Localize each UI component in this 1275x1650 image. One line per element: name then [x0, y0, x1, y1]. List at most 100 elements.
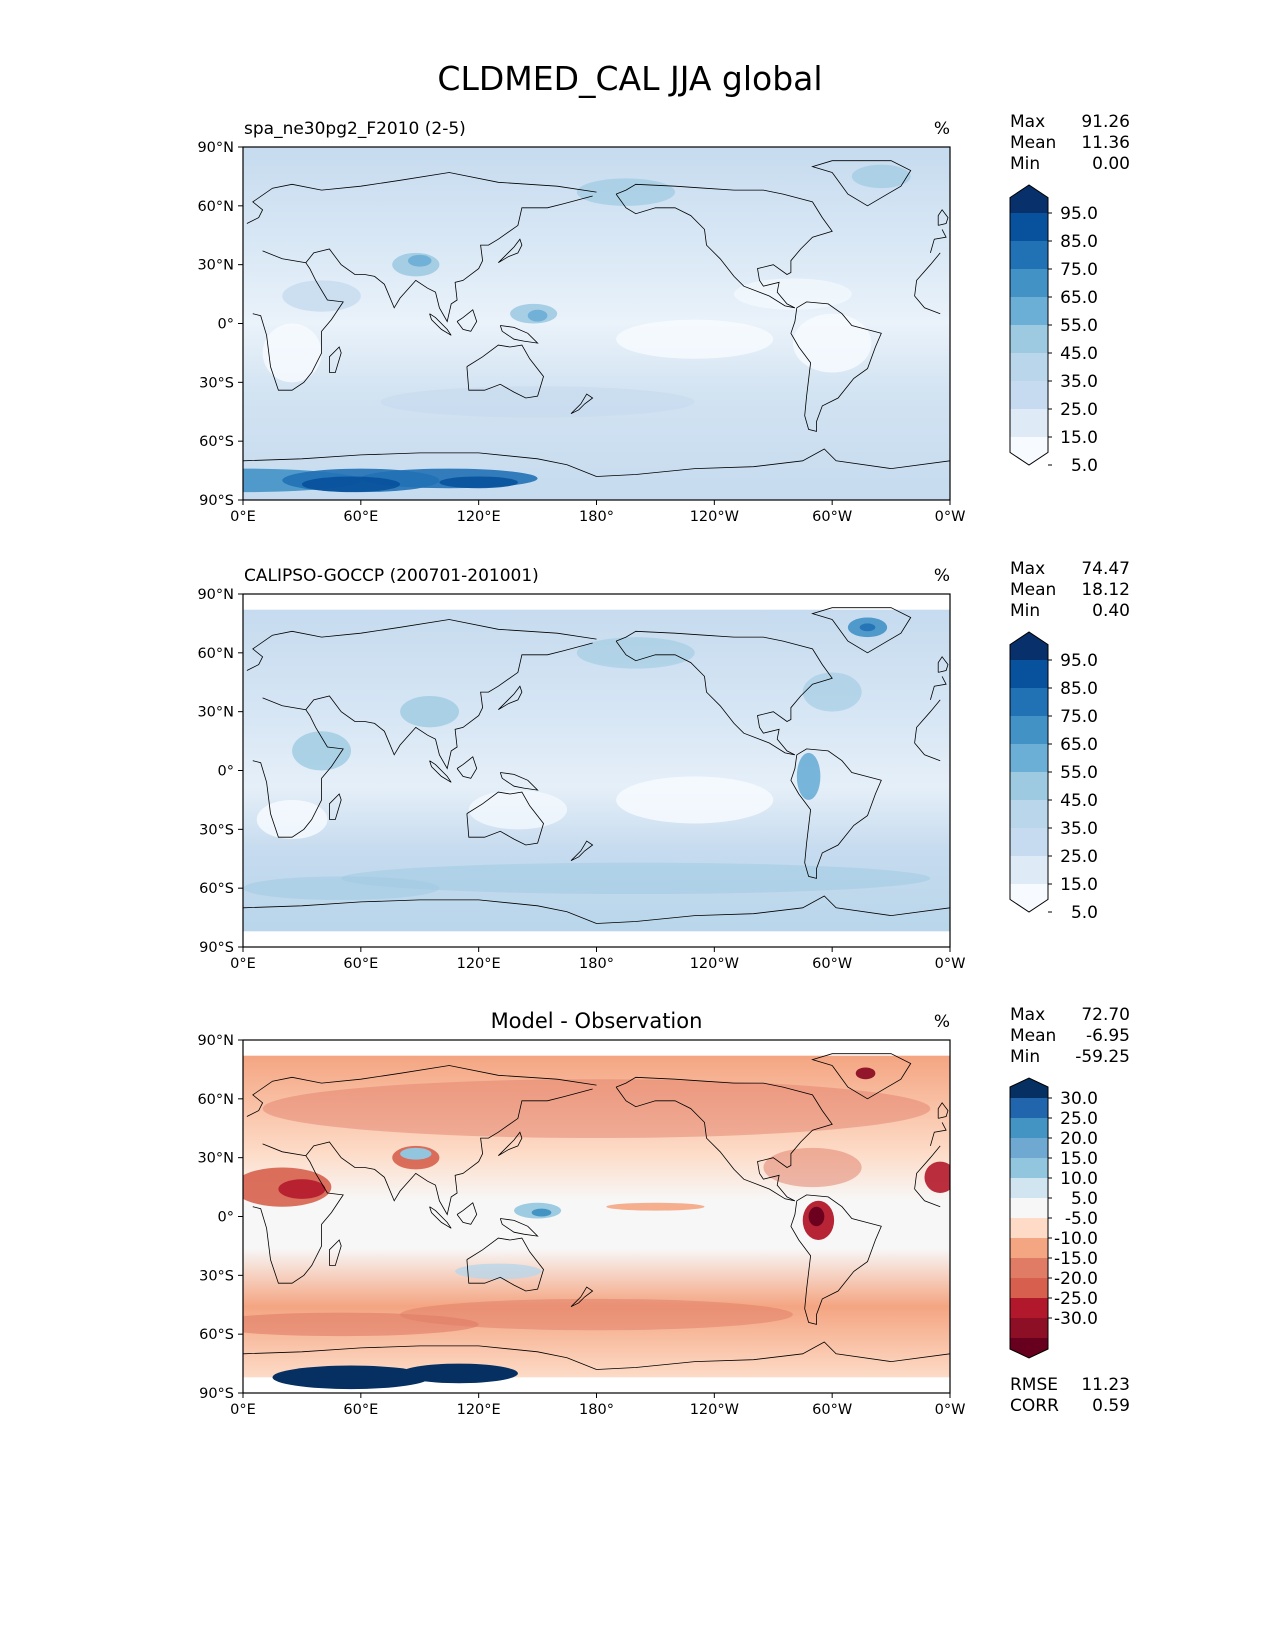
coastline-africa — [252, 697, 941, 838]
stat-value: 0.00 — [1092, 154, 1130, 174]
colorbar-label: 35.0 — [1060, 819, 1098, 839]
field-blob — [272, 1365, 430, 1390]
stat-value: 91.26 — [1081, 112, 1130, 132]
colorbar-label: -5.0 — [1065, 1209, 1098, 1229]
coastline-antarctica — [243, 899, 597, 924]
colorbar-segment — [1010, 800, 1048, 829]
coastline-antarctica2 — [596, 448, 950, 477]
colorbar-label: 10.0 — [1060, 1169, 1098, 1189]
stat-label: Mean — [1010, 133, 1056, 153]
lon-tick-label: 60°W — [812, 956, 852, 972]
field-blob — [606, 1202, 705, 1211]
colorbar-segment — [1010, 1178, 1048, 1199]
field-blob — [282, 280, 361, 312]
lat-tick-label: 90°S — [199, 1386, 234, 1402]
colorbar-segment — [1010, 828, 1048, 857]
coastline-newguinea — [499, 1218, 539, 1237]
colorbar-label: -10.0 — [1054, 1229, 1098, 1249]
units-label: % — [934, 566, 950, 586]
coastline-japan — [498, 685, 523, 711]
lon-tick-label: 60°E — [343, 956, 378, 972]
lat-tick-label: 90°S — [199, 493, 234, 509]
coastline-asia_s — [305, 642, 593, 770]
map-field-model — [243, 147, 950, 500]
field-blob — [262, 1079, 931, 1139]
coastline-sumatra — [429, 760, 452, 783]
coastline-europe — [246, 1065, 947, 1147]
field-blob — [527, 309, 548, 322]
lat-tick-label: 30°S — [199, 1268, 234, 1284]
colorbar-label: 75.0 — [1060, 260, 1098, 280]
coastline-antarctica — [243, 1345, 597, 1370]
colorbar-segment — [1010, 241, 1048, 270]
stat-value: -59.25 — [1075, 1047, 1130, 1067]
field-blob — [400, 1298, 793, 1331]
stat-value: -6.95 — [1086, 1026, 1130, 1046]
colorbar-extend-min — [1010, 884, 1048, 912]
colorbar-segment — [1010, 269, 1048, 298]
coastline-s_america — [790, 301, 882, 432]
colorbar-label: 65.0 — [1060, 735, 1098, 755]
lat-tick-label: 30°S — [199, 375, 234, 391]
lat-tick-label: 90°N — [197, 1033, 234, 1049]
stat-value: 74.47 — [1081, 559, 1130, 579]
coastline-europe — [246, 619, 947, 701]
colorbar-segment — [1010, 1118, 1048, 1139]
footer-stat-label: RMSE — [1010, 1375, 1058, 1395]
colorbar-segment — [1010, 1138, 1048, 1159]
coastline-greenland — [811, 1053, 912, 1100]
lon-tick-label: 60°E — [343, 1402, 378, 1418]
field-blob — [796, 752, 821, 800]
coastline-uk — [937, 656, 949, 673]
colorbar-label: 95.0 — [1060, 204, 1098, 224]
field-blob — [301, 476, 401, 493]
field-blob — [855, 1067, 876, 1080]
colorbar: 30.025.020.015.010.05.0-5.0-10.0-15.0-20… — [1009, 1077, 1098, 1359]
lon-tick-label: 180° — [579, 509, 614, 525]
lon-tick-label: 0°W — [935, 1402, 966, 1418]
lon-tick-label: 120°W — [690, 956, 739, 972]
footer-stat-value: 0.59 — [1092, 1396, 1130, 1416]
coastline-borneo — [456, 756, 478, 779]
field-blob — [851, 164, 911, 189]
colorbar-label: 5.0 — [1071, 1189, 1098, 1209]
coastline-nz — [570, 840, 594, 862]
coastline-australia — [466, 1237, 544, 1292]
colorbar-segment — [1010, 772, 1048, 801]
colorbar-extend-min — [1010, 437, 1048, 465]
lon-tick-label: 0°W — [935, 509, 966, 525]
lon-tick-label: 120°W — [690, 509, 739, 525]
coastline-sumatra — [429, 1206, 452, 1229]
lon-tick-label: 120°E — [457, 1402, 501, 1418]
colorbar-extend-max — [1010, 632, 1048, 660]
coastline-n_america — [615, 183, 833, 309]
coastline-antarctica2 — [596, 895, 950, 924]
lon-tick-label: 180° — [579, 1402, 614, 1418]
colorbar-label: 85.0 — [1060, 679, 1098, 699]
field-blob — [468, 790, 568, 830]
field-blob — [924, 1161, 950, 1193]
colorbar-label: 15.0 — [1060, 875, 1098, 895]
stat-value: 18.12 — [1081, 580, 1130, 600]
lon-tick-label: 0°E — [230, 509, 256, 525]
map-field-obs — [243, 594, 950, 947]
coastline-borneo — [456, 309, 478, 332]
colorbar-label: 5.0 — [1071, 456, 1098, 476]
colorbar-label: 15.0 — [1060, 1149, 1098, 1169]
map-field-diff — [243, 1040, 950, 1393]
stat-label: Min — [1010, 1047, 1040, 1067]
stat-label: Max — [1010, 1005, 1045, 1025]
coastline-antarctica — [243, 452, 597, 477]
coastline-madagascar — [329, 793, 342, 820]
lat-tick-label: 30°N — [197, 705, 234, 721]
colorbar-segment — [1010, 1158, 1048, 1179]
coastline-greenland — [811, 160, 912, 207]
footer-stat-label: CORR — [1010, 1396, 1059, 1416]
field-blob — [278, 1179, 326, 1199]
colorbar-segment — [1010, 409, 1048, 438]
coastline-s_america — [790, 748, 882, 879]
field-blob — [576, 637, 695, 669]
stat-label: Min — [1010, 154, 1040, 174]
colorbar-segment — [1010, 325, 1048, 354]
units-label: % — [934, 119, 950, 139]
